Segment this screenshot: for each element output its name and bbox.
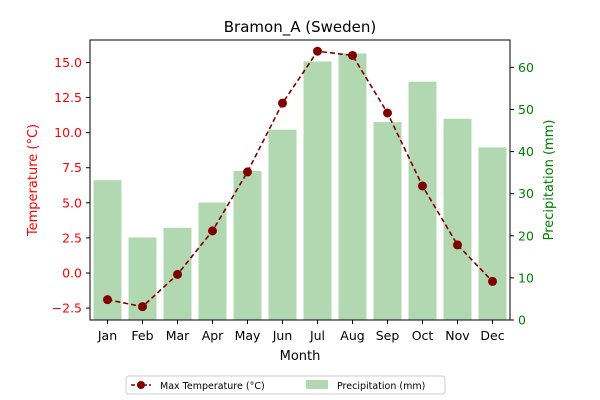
right-axis-label: Precipitation (mm) <box>542 120 557 241</box>
chart-title: Bramon_A (Sweden) <box>224 18 376 37</box>
precip-bar-may <box>233 170 262 320</box>
precip-bar-sep <box>373 122 402 321</box>
x-tick-label: Apr <box>202 328 224 343</box>
temp-point-jun <box>278 98 287 108</box>
left-tick-label: 15.0 <box>54 55 82 70</box>
plot-frame <box>89 39 511 321</box>
temp-point-feb <box>138 302 147 312</box>
precip-bar-jun <box>268 129 297 320</box>
legend-label-precipitation: Precipitation (mm) <box>337 381 425 392</box>
temperature-line-path <box>107 50 494 308</box>
left-axis-label: Temperature (°C) <box>26 124 41 237</box>
x-tick-label: Oct <box>412 328 434 343</box>
precip-bar-apr <box>198 202 227 320</box>
precipitation-bars <box>93 53 507 321</box>
left-tick-label: 2.5 <box>62 230 82 245</box>
temp-point-apr <box>208 226 217 236</box>
x-tick-label: Nov <box>445 328 470 343</box>
precip-bar-oct <box>408 81 437 321</box>
x-axis-label: Month <box>280 349 321 364</box>
temp-point-jul <box>313 46 322 56</box>
x-tick-label: Sep <box>376 328 400 343</box>
temp-point-mar <box>173 269 182 279</box>
temp-point-dec <box>488 276 497 286</box>
x-tick-label: Jul <box>309 328 325 343</box>
precip-bar-nov <box>443 118 472 320</box>
temp-point-oct <box>418 181 427 191</box>
precip-bar-jul <box>303 61 332 320</box>
right-tick-label: 10 <box>518 270 534 285</box>
temp-point-sep <box>383 108 392 118</box>
legend-bar-swatch <box>306 380 328 389</box>
temp-point-aug <box>348 50 357 60</box>
x-axis-ticks: Jan Feb Mar Apr May Jun Jul Aug Sep Oct Nov Dec <box>97 320 505 343</box>
left-tick-label: 0.0 <box>62 265 82 280</box>
x-tick-label: May <box>235 328 261 343</box>
precip-bar-dec <box>478 147 507 320</box>
right-tick-label: 50 <box>518 102 534 117</box>
right-tick-label: 20 <box>518 228 534 243</box>
right-axis-ticks: 0 10 20 30 40 50 60 <box>510 60 534 328</box>
left-tick-label: −2.5 <box>52 301 82 316</box>
right-tick-label: 30 <box>518 186 534 201</box>
right-tick-label: 0 <box>518 313 526 328</box>
legend-dot-swatch <box>137 381 145 389</box>
temp-point-may <box>243 167 252 177</box>
legend: Max Temperature (°C) Precipitation (mm) <box>125 375 446 395</box>
left-axis-ticks: −2.5 0.0 2.5 5.0 7.5 10.0 12.5 15.0 <box>52 55 90 316</box>
legend-label-temperature: Max Temperature (°C) <box>160 381 265 392</box>
left-tick-label: 10.0 <box>54 125 82 140</box>
x-tick-label: Jun <box>272 328 293 343</box>
right-tick-label: 60 <box>518 60 534 75</box>
precip-bar-aug <box>338 53 367 320</box>
legend-box <box>125 375 446 395</box>
x-tick-label: Mar <box>166 328 190 343</box>
right-tick-label: 40 <box>518 144 534 159</box>
left-tick-label: 12.5 <box>54 90 82 105</box>
x-tick-label: Feb <box>131 328 153 343</box>
x-tick-label: Aug <box>340 328 364 343</box>
temp-point-nov <box>453 240 462 250</box>
axes <box>89 39 511 321</box>
temp-point-jan <box>103 295 112 305</box>
left-tick-label: 5.0 <box>62 195 82 210</box>
x-tick-label: Dec <box>480 328 504 343</box>
temperature-line <box>103 46 497 312</box>
x-tick-label: Jan <box>97 328 117 343</box>
left-tick-label: 7.5 <box>62 160 82 175</box>
